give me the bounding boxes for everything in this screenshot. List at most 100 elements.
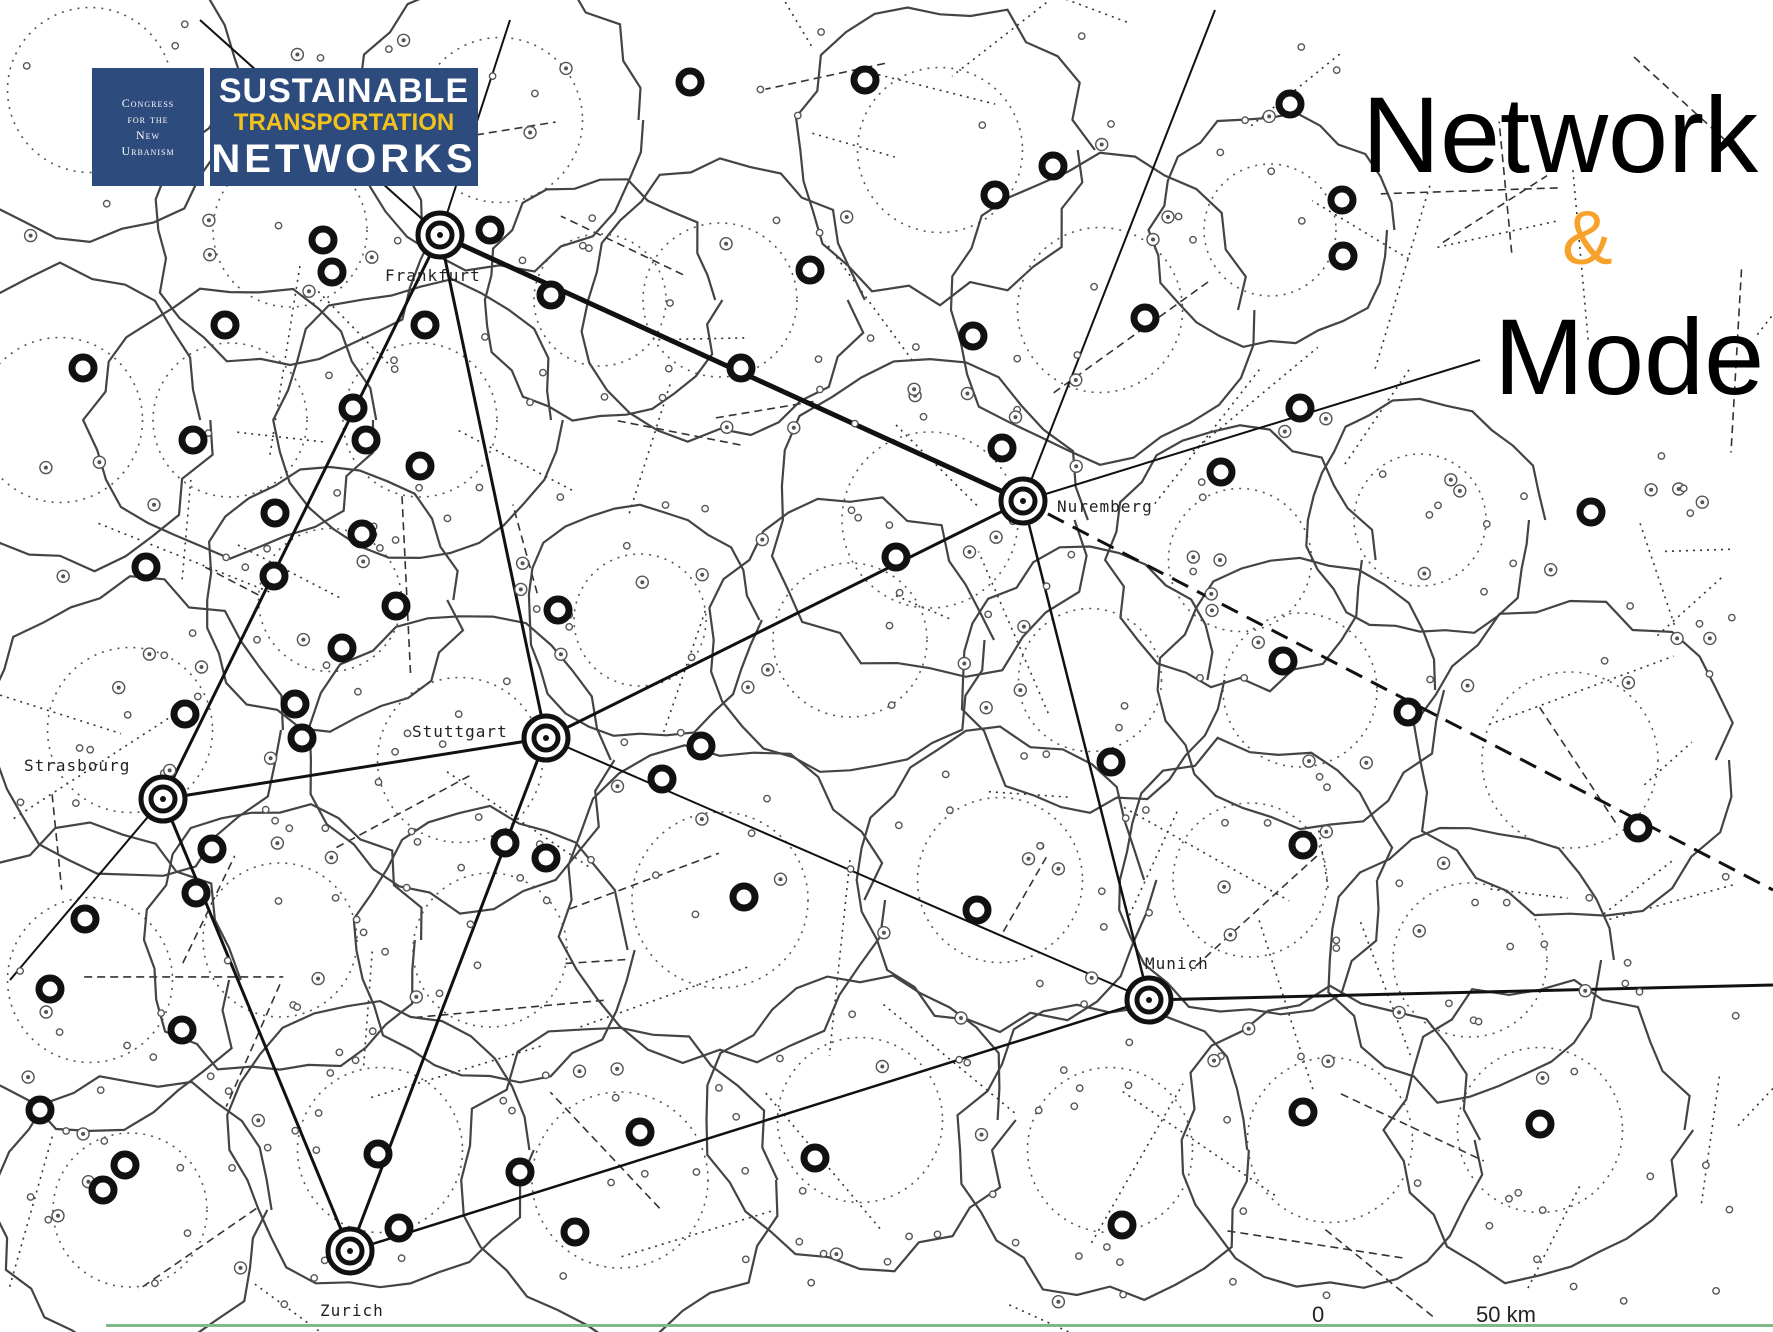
settlement-dot <box>1322 1291 1331 1300</box>
town-node <box>505 1157 535 1187</box>
settlement-dot-center <box>1099 142 1104 147</box>
settlement-dot <box>390 365 399 373</box>
settlement-dot-center <box>256 1118 261 1123</box>
settlement-dot <box>1646 1172 1655 1181</box>
settlement-dot <box>293 1003 302 1011</box>
settlement-dot <box>1103 1243 1111 1251</box>
settlement-dot-center <box>1151 237 1155 242</box>
settlement-dot <box>894 821 903 830</box>
market-area-boundary <box>949 151 1256 466</box>
settlement-dot <box>819 1249 828 1258</box>
city-node-fra <box>415 210 465 260</box>
settlement-dot <box>817 28 825 36</box>
minor-road <box>1633 56 1737 151</box>
settlement-dot <box>1538 1206 1547 1215</box>
settlement-dot-center <box>1676 487 1681 491</box>
settlement-dot <box>1059 1066 1068 1075</box>
minor-road <box>580 965 749 1028</box>
minor-road <box>1498 121 1513 253</box>
town-node <box>1288 830 1318 860</box>
market-area-boundary <box>580 157 866 443</box>
market-area-boundary <box>0 0 247 244</box>
minor-road <box>51 794 63 890</box>
settlement-dot <box>1124 1081 1133 1090</box>
town-node <box>384 1213 414 1243</box>
inner-market-ring <box>342 342 498 498</box>
settlement-dot <box>795 1237 804 1246</box>
settlement-dot <box>1426 675 1435 684</box>
settlement-dot <box>1121 814 1130 822</box>
minor-road <box>1490 888 1568 899</box>
settlement-dot <box>747 829 756 838</box>
settlement-dot-center <box>1218 558 1222 562</box>
settlement-dot <box>741 1255 750 1264</box>
town-node <box>686 731 716 761</box>
settlement-dot <box>651 871 660 879</box>
market-area-boundary <box>483 178 724 422</box>
town-node <box>327 633 357 663</box>
minor-road <box>416 999 604 1019</box>
settlement-dot-center <box>979 1132 984 1137</box>
cnu-sustainable-transportation-networks-logo: Congress for the New Urbanism SUSTAINABL… <box>92 68 478 186</box>
outbound-route <box>9 798 164 981</box>
settlement-dot <box>1125 1038 1134 1047</box>
settlement-dot-center <box>724 241 729 246</box>
outbound-route <box>1148 983 1773 1002</box>
settlement-dot <box>331 894 340 902</box>
settlement-dot <box>368 1027 377 1036</box>
city-label-zurich: Zurich <box>320 1301 384 1320</box>
settlement-dot-center <box>1707 636 1712 641</box>
settlement-dot <box>1445 999 1453 1008</box>
settlement-dot <box>1721 872 1730 881</box>
major-route <box>161 234 442 800</box>
settlement-dot-center <box>152 502 156 507</box>
settlement-dot <box>866 334 875 342</box>
city-label-nuremberg: Nuremberg <box>1057 497 1153 516</box>
settlement-dot-center <box>520 561 525 566</box>
minor-road <box>1359 921 1412 1056</box>
settlement-dot <box>776 1054 784 1063</box>
settlement-dot-center <box>778 877 783 882</box>
settlement-dot <box>1623 958 1632 967</box>
settlement-dot <box>541 1071 550 1080</box>
settlement-dot <box>206 1072 215 1081</box>
settlement-dot <box>473 961 482 970</box>
settlement-dot-center <box>1323 416 1328 421</box>
settlement-dot-center <box>528 130 533 135</box>
town-node <box>1107 1210 1137 1240</box>
settlement-dot <box>263 1143 272 1152</box>
settlement-dot <box>1712 1287 1721 1295</box>
settlement-dot <box>1221 818 1229 827</box>
settlement-dot <box>941 770 950 779</box>
town-node <box>726 353 756 383</box>
major-route <box>1021 500 1151 1001</box>
inner-market-ring <box>1172 802 1328 958</box>
settlement-dot <box>1042 582 1051 591</box>
settlement-dot <box>666 299 674 307</box>
settlement-dot <box>1657 452 1666 460</box>
minor-road <box>1320 1225 1434 1318</box>
settlement-dot <box>183 1229 192 1238</box>
settlement-dot <box>847 506 856 515</box>
market-area-boundary <box>1412 599 1734 917</box>
minor-road <box>628 383 671 514</box>
settlement-dot-center <box>965 391 970 396</box>
settlement-dot <box>435 989 444 998</box>
market-area-boundary <box>770 357 1089 678</box>
town-node <box>260 498 290 528</box>
settlement-dot <box>1263 819 1272 827</box>
settlement-dot <box>274 897 283 905</box>
market-area-boundary <box>1180 984 1484 1289</box>
settlement-dot <box>1434 501 1442 510</box>
settlement-dot <box>375 544 384 552</box>
settlement-dot <box>384 45 393 53</box>
settlement-dot-center <box>1212 1058 1216 1063</box>
minor-road <box>1250 52 1341 127</box>
settlement-dot-center <box>558 652 563 657</box>
town-node <box>531 843 561 873</box>
settlement-dot-center <box>1465 683 1470 688</box>
settlement-dot <box>1621 979 1630 988</box>
settlement-dot-center <box>1026 856 1031 861</box>
market-area-boundary <box>1147 111 1396 349</box>
settlement-dot-center <box>1448 477 1453 482</box>
